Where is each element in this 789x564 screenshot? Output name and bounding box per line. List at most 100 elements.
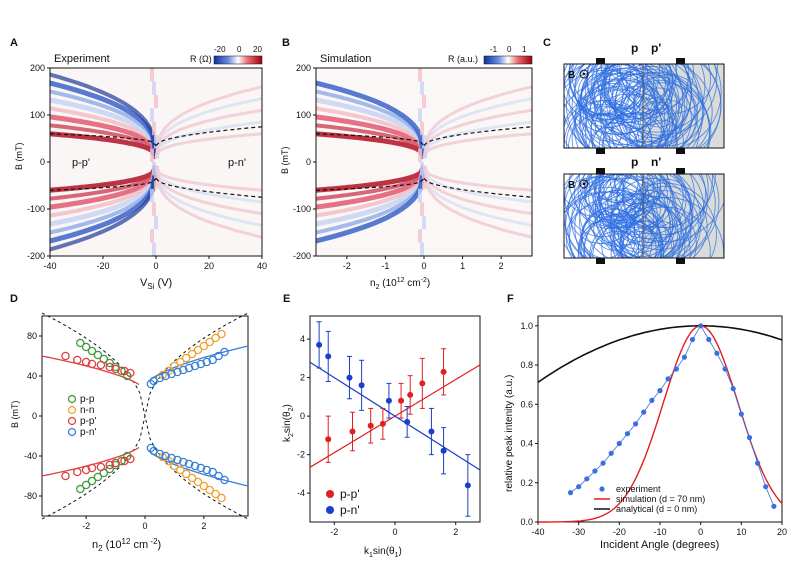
noise-band bbox=[152, 162, 156, 176]
heatmap-b-dashed-fits bbox=[316, 126, 532, 198]
stripe-left bbox=[50, 165, 158, 218]
stripe-left bbox=[316, 106, 426, 159]
stripe-right bbox=[422, 165, 532, 239]
panel-letter-b: B bbox=[282, 37, 290, 49]
trajectory bbox=[593, 71, 656, 134]
data-point bbox=[96, 360, 106, 370]
stripe-right bbox=[422, 165, 532, 192]
plot-d-ylabel: B (mT) bbox=[10, 401, 20, 429]
stripe-left bbox=[316, 165, 427, 227]
stripe-left bbox=[50, 97, 159, 159]
data-point bbox=[167, 369, 176, 379]
plot-d-ytick-label: -40 bbox=[24, 451, 37, 461]
data-point bbox=[120, 456, 129, 466]
data-point bbox=[187, 349, 197, 359]
data-point bbox=[706, 336, 712, 343]
legend-label: n-n bbox=[80, 405, 94, 416]
trajectory bbox=[609, 174, 716, 229]
noise-band bbox=[150, 229, 154, 243]
data-point bbox=[176, 465, 185, 475]
data-point bbox=[155, 449, 164, 459]
data-point bbox=[93, 350, 103, 360]
plot-f-ytick-label: 0.6 bbox=[520, 399, 533, 409]
trajectory bbox=[602, 64, 666, 115]
stripe-right bbox=[422, 85, 532, 159]
stripe-left bbox=[316, 164, 427, 193]
plot-d-xtick-label: 0 bbox=[142, 521, 147, 531]
data-point bbox=[714, 350, 720, 356]
data-point bbox=[87, 346, 97, 356]
data-point bbox=[346, 374, 353, 381]
data-point bbox=[190, 361, 200, 371]
data-point bbox=[698, 323, 704, 329]
plot-e-ytick-label: 2 bbox=[300, 373, 305, 383]
data-point bbox=[584, 476, 590, 482]
data-point bbox=[419, 380, 426, 387]
trajectory bbox=[600, 64, 655, 109]
data-point bbox=[61, 471, 70, 481]
heatmap-a-ytick-label: -200 bbox=[27, 251, 45, 261]
trajectory bbox=[610, 201, 684, 258]
plot-f-xtick-label: -30 bbox=[572, 527, 585, 537]
data-point bbox=[81, 342, 91, 352]
panel-d-scatter: -2 0 2 80 40 0 -40 -80 B (mT) n2 (1012 cm -2) p… bbox=[10, 312, 249, 553]
trajectory bbox=[565, 64, 680, 148]
stripe-left bbox=[50, 114, 159, 159]
legend-label: p-p bbox=[80, 394, 95, 405]
data-point bbox=[730, 386, 736, 392]
stripe-left bbox=[316, 165, 426, 235]
data-point bbox=[179, 365, 188, 375]
data-point bbox=[738, 411, 744, 417]
noise-band bbox=[154, 94, 158, 109]
noise-band bbox=[418, 68, 422, 82]
heatmap-b-xtick-label: 0 bbox=[421, 261, 426, 271]
plot-d-xtick-label: -2 bbox=[82, 521, 90, 531]
data-point bbox=[73, 467, 82, 477]
heatmap-a-xlabel: VSi (V) bbox=[140, 277, 172, 291]
plot-f-xtick-label: -40 bbox=[531, 527, 544, 537]
data-point bbox=[199, 481, 209, 491]
trajectory bbox=[568, 177, 682, 258]
noise-band bbox=[150, 188, 154, 203]
stripe-left bbox=[50, 80, 159, 159]
heatmap-a-xtick-label: 0 bbox=[153, 261, 158, 271]
trajectory bbox=[603, 64, 689, 126]
plot-e-xlabel: k1sin(θ1) bbox=[364, 546, 402, 559]
device-top-frame bbox=[563, 63, 725, 149]
noise-band bbox=[418, 148, 422, 162]
noise-band bbox=[150, 108, 154, 122]
trajectory bbox=[615, 65, 688, 139]
data-point bbox=[81, 357, 91, 367]
data-point bbox=[161, 451, 170, 461]
noise-band bbox=[154, 135, 158, 149]
plot-d-ticks: -2 0 2 80 40 0 -40 -80 bbox=[24, 331, 206, 531]
data-point bbox=[93, 472, 103, 482]
heatmap-a-ytick-label: 100 bbox=[30, 110, 45, 120]
trajectory bbox=[600, 174, 705, 258]
data-point bbox=[193, 345, 203, 355]
data-point bbox=[208, 467, 217, 477]
trajectory bbox=[599, 64, 722, 148]
trajectory bbox=[641, 220, 681, 258]
data-point bbox=[184, 459, 194, 469]
plot-f-xtick-label: 10 bbox=[736, 527, 746, 537]
plot-e-legend: p-p' p-n' bbox=[326, 487, 360, 517]
trajectory bbox=[579, 174, 702, 258]
data-point bbox=[184, 363, 194, 373]
heatmap-a-xtick-label: -20 bbox=[96, 261, 109, 271]
data-point bbox=[126, 368, 135, 378]
data-point bbox=[367, 422, 374, 429]
trajectory bbox=[564, 64, 669, 148]
legend-marker bbox=[599, 486, 605, 492]
data-point bbox=[105, 358, 114, 368]
data-point bbox=[196, 463, 206, 473]
plot-e-frame bbox=[309, 315, 481, 523]
panel-b-heatmap: Simulation R (a.u.) -1 0 1 -2 -1 0 1 2 200 100… bbox=[280, 45, 533, 291]
trajectory bbox=[639, 87, 680, 128]
noise-band bbox=[422, 215, 426, 230]
label-bottom-p: p bbox=[631, 155, 638, 169]
heatmap-b-ytick-label: 0 bbox=[306, 157, 311, 167]
plot-d-ytick-label: 0 bbox=[32, 411, 37, 421]
label-bottom-nprime: n' bbox=[651, 155, 661, 169]
plot-d-ytick-label: 40 bbox=[27, 371, 37, 381]
